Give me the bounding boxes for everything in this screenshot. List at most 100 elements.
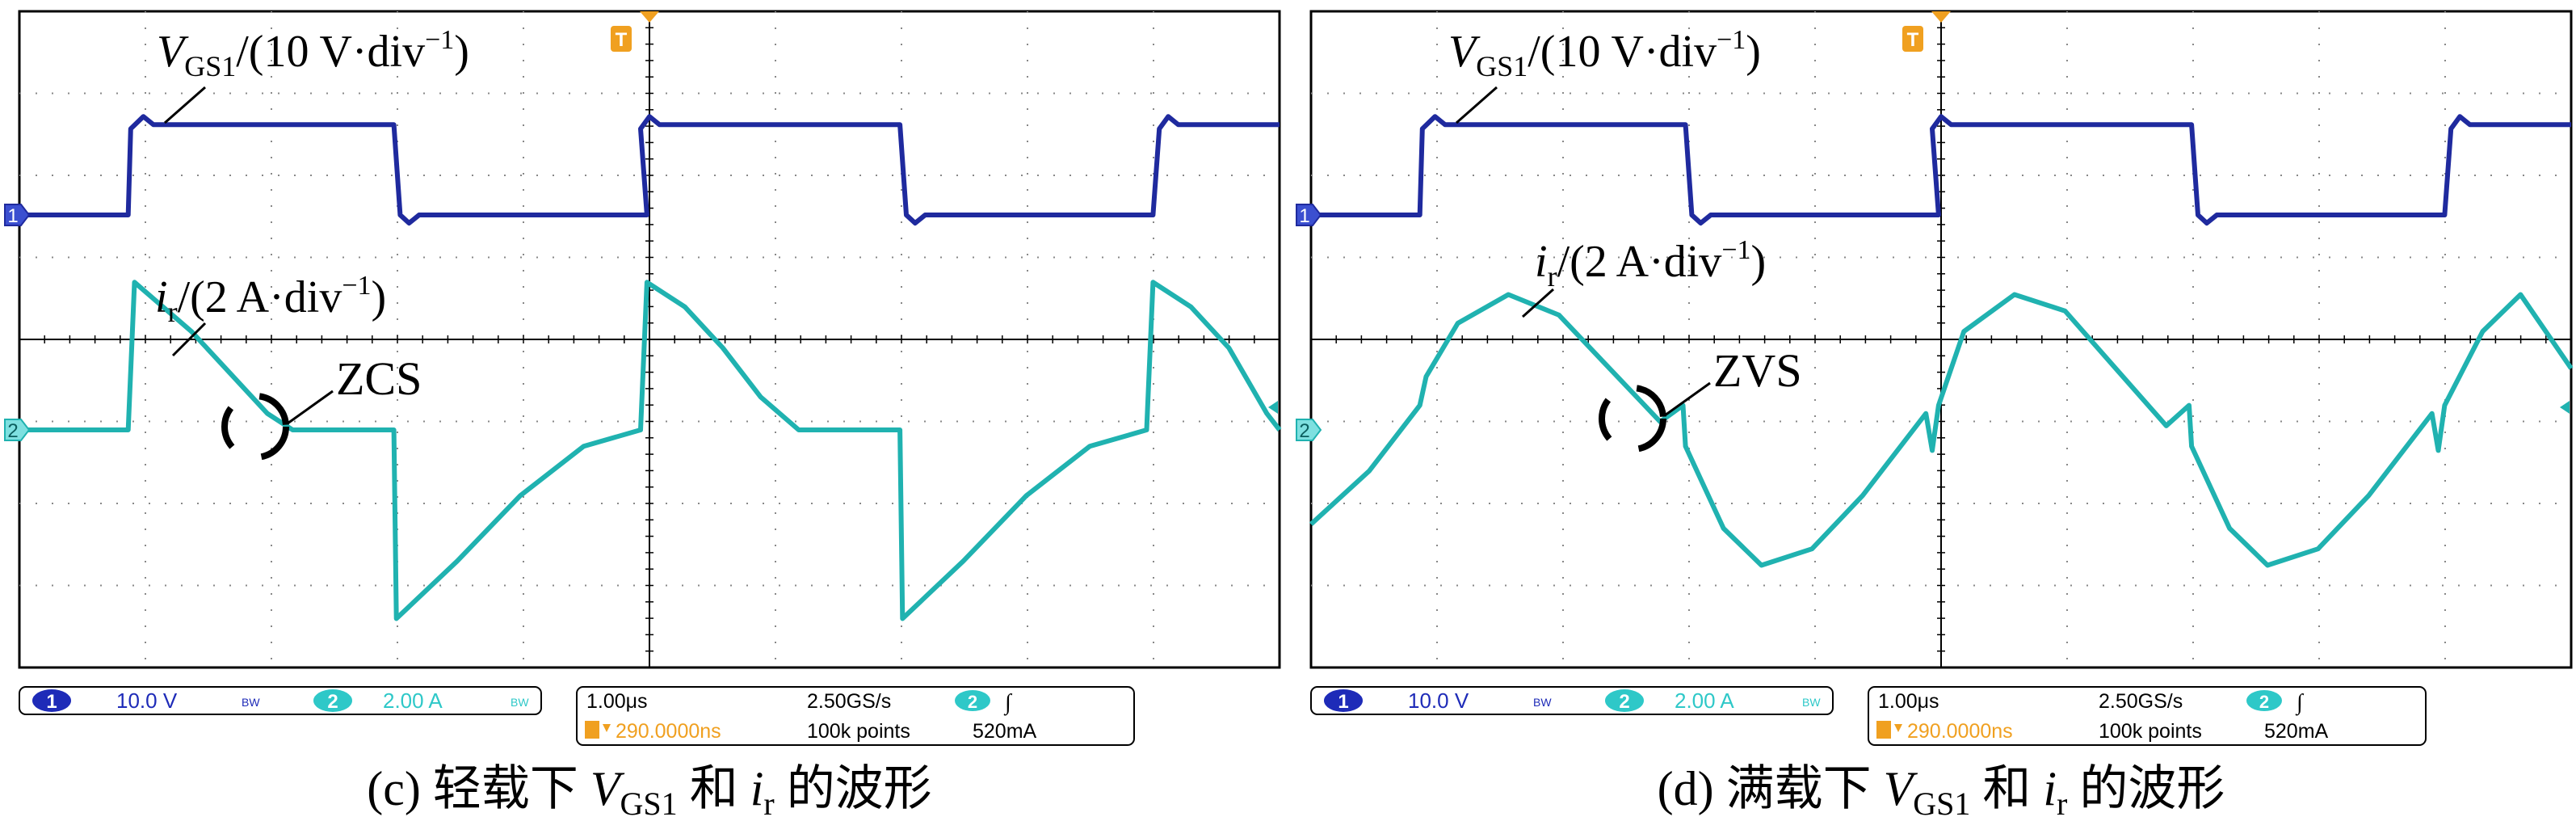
caption-v: V <box>1884 762 1918 815</box>
soft-switching-label: ZVS <box>1713 344 1802 397</box>
trace-ir <box>19 280 1282 621</box>
vgs1-label-close: ) <box>1746 27 1761 77</box>
trace-vgs1 <box>19 114 1280 226</box>
ch1-scale-badge <box>1324 689 1363 712</box>
status-acquisition-box: 1.00μs 2.50GS/s 2 ∫ 290.0000ns 100k points 520… <box>1868 686 2427 746</box>
trigger-position-value: 290.0000ns <box>616 720 721 743</box>
status-channel-frame <box>1310 686 1834 715</box>
ir-label-unit: /(2 A·div <box>1557 237 1722 287</box>
vgs1-label-close: ) <box>454 27 469 77</box>
trigger-badge-shape <box>1902 26 1923 52</box>
ch1-bandwidth-limit: BW <box>242 696 260 709</box>
trigger-badge-label: T <box>1907 29 1919 51</box>
trigger-arrow-icon <box>1894 724 1902 732</box>
caption-prefix: (c) 轻载下 <box>367 762 590 815</box>
caption-i: i <box>750 762 764 815</box>
trigger-source-badge <box>2246 690 2282 711</box>
ch2-marker-shape <box>4 419 31 441</box>
caption-v-sub: GS1 <box>1913 785 1970 822</box>
status-acquisition-frame <box>1868 686 2427 746</box>
ir-leader-line <box>1521 288 1555 318</box>
ch1-marker-label: 1 <box>1299 205 1309 227</box>
caption-suffix: 的波形 <box>775 762 932 815</box>
caption-v: V <box>590 762 625 815</box>
trigger-position-arrow <box>1931 11 1951 23</box>
trigger-level-arrow <box>1268 401 1278 414</box>
trigger-level-arrow <box>2560 401 2570 414</box>
trigger-slope-icon: ∫ <box>2295 690 2305 716</box>
trigger-badge: T <box>1902 26 1923 52</box>
trace-vgs1 <box>1311 114 2571 226</box>
trigger-source-label: 2 <box>968 692 977 712</box>
ch1-marker-shape <box>4 204 31 226</box>
ch2-marker-shape <box>1296 419 1322 441</box>
trigger-position-arrow <box>640 11 659 23</box>
ch1-marker: 1 <box>1296 204 1322 227</box>
vgs1-label-unit: /(10 V·div <box>1528 27 1717 77</box>
vgs1-label-v: V <box>157 27 189 77</box>
caption-mid: 和 <box>678 762 750 815</box>
ch2-scale-value: 2.00 A <box>383 689 443 713</box>
ir-label: ir/(2 A·div−1) <box>155 271 386 328</box>
trigger-arrow-icon <box>603 724 611 732</box>
vgs1-label-sup: −1 <box>425 25 454 55</box>
ir-label-i: i <box>155 272 168 322</box>
ir-label-sub: r <box>1548 260 1557 293</box>
ch2-marker-label: 2 <box>1299 420 1309 442</box>
trigger-badge-label: T <box>616 29 628 51</box>
ir-label: ir/(2 A·div−1) <box>1535 235 1766 293</box>
timebase-value: 1.00μs <box>1878 690 1939 713</box>
caption-i-sub: r <box>763 785 774 822</box>
record-length-value: 100k points <box>2099 720 2202 743</box>
soft-switching-leader <box>1664 381 1711 417</box>
ch2-scale-badge <box>1605 689 1644 712</box>
trigger-position-icon <box>1876 721 1891 739</box>
ir-leader-line <box>171 322 207 357</box>
ir-label-close: ) <box>1751 237 1767 287</box>
vgs1-label: VGS1/(10 V·div−1) <box>1448 25 1761 82</box>
timebase-value: 1.00μs <box>586 690 648 713</box>
soft-switching-marker <box>1599 385 1666 453</box>
ch2-marker: 2 <box>1296 419 1322 442</box>
caption-v-sub: GS1 <box>620 785 678 822</box>
ir-label-close: ) <box>372 272 387 322</box>
soft-switching-label: ZCS <box>336 352 422 405</box>
ch1-marker-shape <box>1296 204 1322 226</box>
status-channel-box: 1 10.0 V BW 2 2.00 A BW <box>1310 686 1834 715</box>
vgs1-label-sub: GS1 <box>1476 50 1528 82</box>
ir-label-sup: −1 <box>342 271 371 301</box>
ch2-bandwidth-limit: BW <box>1802 696 1821 709</box>
ir-label-i: i <box>1535 237 1548 287</box>
ch2-scale-badge-label: 2 <box>1619 691 1629 713</box>
ch2-scale-badge-label: 2 <box>327 691 338 713</box>
trigger-position-icon <box>585 721 599 739</box>
ir-label-sup: −1 <box>1721 235 1750 265</box>
trigger-source-label: 2 <box>2259 692 2269 712</box>
ch1-scale-value: 10.0 V <box>116 689 178 713</box>
ch1-scale-badge-label: 1 <box>1338 691 1348 713</box>
ch1-scale-badge-label: 1 <box>46 691 57 713</box>
ch1-marker: 1 <box>4 204 31 227</box>
ch1-marker-label: 1 <box>7 205 18 227</box>
vgs1-label: VGS1/(10 V·div−1) <box>157 25 469 82</box>
caption-i: i <box>2043 762 2057 815</box>
status-acquisition-frame <box>576 686 1135 746</box>
sample-rate-value: 2.50GS/s <box>807 690 891 713</box>
vgs1-label-unit: /(10 V·div <box>236 27 425 77</box>
trigger-position-value: 290.0000ns <box>1907 720 2013 743</box>
trigger-level-value: 520mA <box>2264 720 2329 743</box>
vgs1-label-sup: −1 <box>1717 25 1746 55</box>
trigger-badge: T <box>611 26 632 52</box>
ch2-scale-badge <box>313 689 352 712</box>
vgs1-leader-line <box>1456 86 1498 124</box>
ch2-scale-value: 2.00 A <box>1675 689 1734 713</box>
soft-switching-marker <box>221 393 289 461</box>
trigger-level-value: 520mA <box>973 720 1037 743</box>
panel-caption: (c) 轻载下 VGS1 和 ir 的波形 <box>367 762 931 822</box>
caption-i-sub: r <box>2057 785 2067 822</box>
ch1-scale-value: 10.0 V <box>1408 689 1469 713</box>
status-acquisition-box: 1.00μs 2.50GS/s 2 ∫ 290.0000ns 100k points 520… <box>576 686 1135 746</box>
